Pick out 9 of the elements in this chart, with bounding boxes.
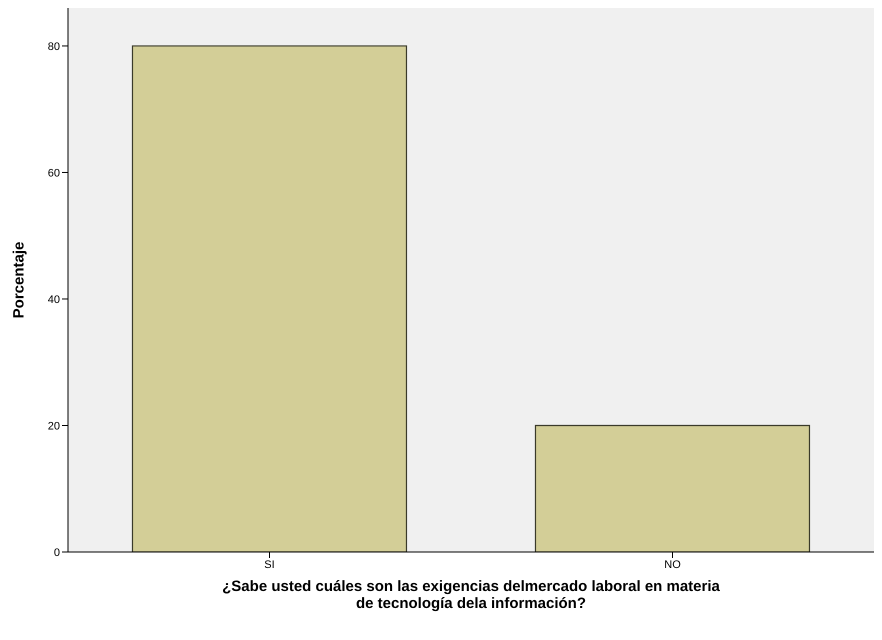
y-tick-label: 20	[48, 420, 60, 432]
x-tick-label: NO	[664, 558, 682, 571]
y-tick-label: 40	[48, 294, 60, 306]
y-tick-label: 0	[54, 546, 60, 559]
x-axis-title: ¿Sabe usted cuáles son las exigencias delmercado laboral en materia de tecnología dela información?	[221, 578, 721, 612]
x-tick-label: SI	[264, 558, 275, 571]
y-tick-label: 80	[48, 40, 60, 53]
y-axis-title: Porcentaje	[10, 242, 28, 318]
y-tick-label: 60	[48, 167, 60, 180]
